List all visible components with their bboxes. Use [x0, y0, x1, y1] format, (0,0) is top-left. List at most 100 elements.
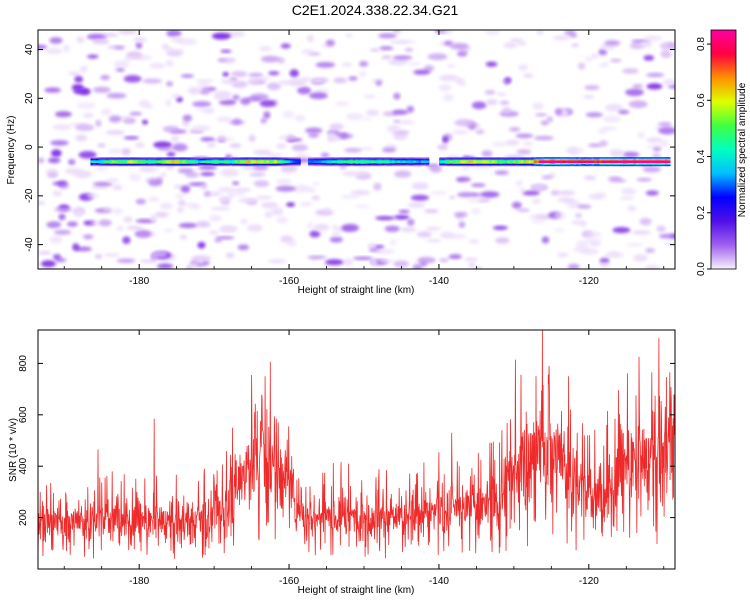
- heatmap-noise-blob: [160, 172, 167, 177]
- heatmap-ridge-segment: [274, 160, 278, 163]
- heatmap-ridge-segment: [470, 160, 474, 163]
- heatmap-ridge-segment: [399, 160, 403, 163]
- heatmap-noise-blob: [639, 41, 653, 48]
- heatmap-ridge-segment: [237, 160, 241, 163]
- heatmap-noise-blob: [394, 170, 412, 178]
- heatmap-noise-blob: [381, 55, 392, 60]
- heatmap-noise-blob: [102, 33, 119, 37]
- heatmap-ridge-segment: [441, 160, 445, 163]
- heatmap-ridge-segment: [363, 160, 367, 163]
- heatmap-noise-blob: [108, 148, 123, 154]
- heatmap-noise-blob: [646, 137, 663, 143]
- heatmap-ridge-segment: [114, 160, 118, 163]
- heatmap-noise-blob: [455, 176, 471, 182]
- snr-y-tick-label: 600: [18, 406, 29, 423]
- heatmap-noise-blob: [314, 223, 330, 231]
- heatmap-noise-blob: [392, 109, 409, 115]
- heatmap-noise-blob: [393, 120, 401, 123]
- snr-y-axis-label: SNR (10 * v/v): [8, 418, 19, 482]
- heatmap-noise-blob: [608, 179, 627, 183]
- heatmap-ridge-segment: [198, 160, 201, 163]
- colorbar-tick-label: 0.6: [696, 93, 707, 107]
- heatmap-noise-blob: [632, 83, 644, 89]
- heatmap-noise-blob: [325, 39, 335, 47]
- heatmap-noise-blob: [197, 81, 211, 89]
- heatmap-noise-blob: [68, 159, 76, 165]
- heatmap-ridge-segment: [531, 160, 535, 163]
- heatmap-ridge-segment: [447, 160, 451, 163]
- snr-y-tick-label: 400: [18, 457, 29, 474]
- heatmap-ridge-segment: [567, 160, 571, 163]
- heatmap-ridge-segment: [169, 160, 173, 163]
- heatmap-ridge-segment: [116, 160, 120, 163]
- heatmap-ridge-segment: [546, 160, 550, 163]
- heatmap-ridge-segment: [562, 160, 566, 163]
- heatmap-ridge-segment: [119, 160, 123, 163]
- heatmap-noise-blob: [353, 256, 373, 260]
- heatmap-ridge-segment: [512, 160, 516, 163]
- heatmap-ridge-segment: [331, 160, 335, 163]
- heatmap-ridge-segment: [494, 160, 498, 163]
- heatmap-ridge-segment: [630, 160, 634, 163]
- heatmap-noise-blob: [238, 197, 257, 204]
- heatmap-noise-blob: [535, 113, 548, 117]
- heatmap-ridge-segment: [127, 160, 131, 163]
- heatmap-ridge-segment: [465, 160, 469, 163]
- heatmap-ridge-segment: [171, 160, 175, 163]
- heatmap-ridge-segment: [384, 160, 388, 163]
- heatmap-ridge-segment: [368, 160, 372, 163]
- heatmap-y-ticks: -40 -20 0 20 40: [24, 44, 675, 252]
- heatmap-noise-blob: [124, 56, 132, 62]
- heatmap-ridge-segment: [554, 160, 558, 163]
- heatmap-ridge-segment: [520, 160, 524, 163]
- colorbar-tick-label: 0.0: [696, 262, 707, 276]
- heatmap-noise-layer: [38, 30, 675, 269]
- heatmap-noise-blob: [656, 225, 666, 233]
- heatmap-noise-blob: [138, 166, 158, 173]
- heatmap-noise-blob: [170, 36, 184, 43]
- heatmap-noise-blob: [358, 71, 367, 78]
- heatmap-noise-blob: [297, 86, 312, 95]
- heatmap-ridge-segment: [507, 160, 511, 163]
- heatmap-noise-blob: [222, 72, 229, 77]
- heatmap-noise-blob: [410, 194, 430, 201]
- heatmap-noise-blob: [375, 80, 383, 86]
- heatmap-noise-blob: [276, 143, 287, 149]
- heatmap-noise-blob: [263, 111, 271, 119]
- heatmap-noise-blob: [522, 190, 540, 196]
- heatmap-noise-blob: [386, 125, 399, 133]
- heatmap-noise-blob: [218, 196, 229, 202]
- heatmap-noise-blob: [288, 78, 307, 87]
- heatmap-noise-blob: [198, 165, 218, 170]
- heatmap-ridge-segment: [292, 160, 296, 163]
- heatmap-ridge-segment: [334, 160, 338, 163]
- heatmap-y-tick-label: 20: [24, 92, 35, 104]
- heatmap-noise-blob: [261, 202, 278, 208]
- heatmap-ridge-segment: [641, 160, 645, 163]
- heatmap-noise-blob: [220, 168, 240, 177]
- heatmap-ridge-segment: [651, 160, 655, 163]
- heatmap-noise-blob: [79, 68, 87, 73]
- heatmap-ridge-segment: [111, 160, 115, 163]
- heatmap-noise-blob: [259, 46, 272, 52]
- heatmap-ridge-segment: [339, 160, 343, 163]
- heatmap-ridge-segment: [491, 160, 495, 163]
- heatmap-noise-blob: [563, 199, 573, 204]
- heatmap-noise-blob: [584, 85, 600, 91]
- heatmap-ridge-segment: [502, 160, 506, 163]
- heatmap-ridge-segment: [310, 160, 314, 163]
- heatmap-ridge-segment: [140, 160, 144, 163]
- heatmap-noise-blob: [532, 102, 544, 111]
- heatmap-ridge-segment: [276, 160, 280, 163]
- heatmap-ridge-segment: [358, 160, 361, 163]
- heatmap-noise-blob: [175, 193, 185, 199]
- heatmap-noise-blob: [180, 74, 194, 78]
- heatmap-noise-blob: [504, 77, 512, 84]
- heatmap-ridge-segment: [284, 160, 288, 163]
- heatmap-noise-blob: [633, 254, 648, 262]
- heatmap-noise-blob: [191, 260, 198, 269]
- heatmap-ridge-segment: [617, 160, 621, 163]
- heatmap-ridge-segment: [347, 160, 351, 163]
- heatmap-ridge-segment: [612, 160, 616, 163]
- heatmap-noise-blob: [145, 103, 154, 109]
